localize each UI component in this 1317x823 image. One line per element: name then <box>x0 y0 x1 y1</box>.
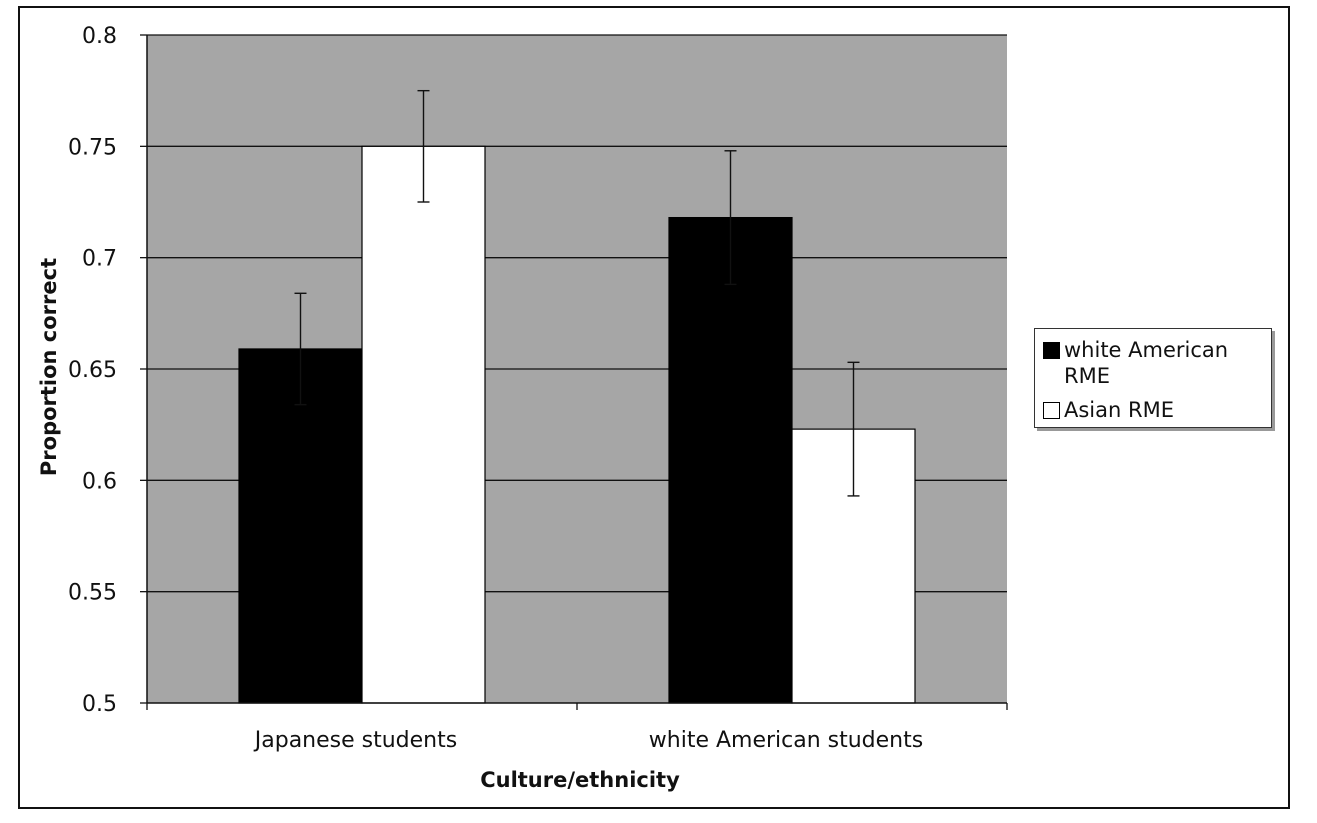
bar-0-1 <box>668 216 793 704</box>
legend-item-white-american-rme: white American RME <box>1043 337 1254 389</box>
y-tick-label: 0.75 <box>68 135 117 160</box>
chart-frame <box>18 6 1290 809</box>
x-axis-title: Culture/ethnicity <box>480 768 680 792</box>
legend-item-asian-rme: Asian RME <box>1043 397 1254 423</box>
legend-swatch-white <box>1043 402 1060 419</box>
legend-label: Asian RME <box>1064 398 1174 422</box>
error-bar <box>417 89 430 203</box>
error-bar <box>294 292 307 406</box>
legend-label: white American RME <box>1064 338 1229 388</box>
bars <box>238 89 916 704</box>
x-category-label: white American students <box>649 728 923 753</box>
error-bar <box>847 361 860 497</box>
y-axis-title: Proportion correct <box>37 258 61 476</box>
y-tick-label: 0.65 <box>68 358 117 383</box>
axes: 0.5 0.55 0.6 0.65 0.7 0.75 0.8 Japanese student… <box>68 24 1008 753</box>
y-tick-label: 0.8 <box>82 24 117 49</box>
y-tick-label: 0.6 <box>82 469 117 494</box>
y-tick-label: 0.5 <box>82 692 117 717</box>
legend-swatch-black <box>1043 342 1060 359</box>
legend: white American RME Asian RME <box>1034 328 1272 428</box>
error-bar <box>724 150 737 286</box>
x-category-label: Japanese students <box>253 728 457 753</box>
y-tick-label: 0.55 <box>68 581 117 606</box>
y-tick-label: 0.7 <box>82 247 117 272</box>
bar-1-0 <box>361 145 486 704</box>
